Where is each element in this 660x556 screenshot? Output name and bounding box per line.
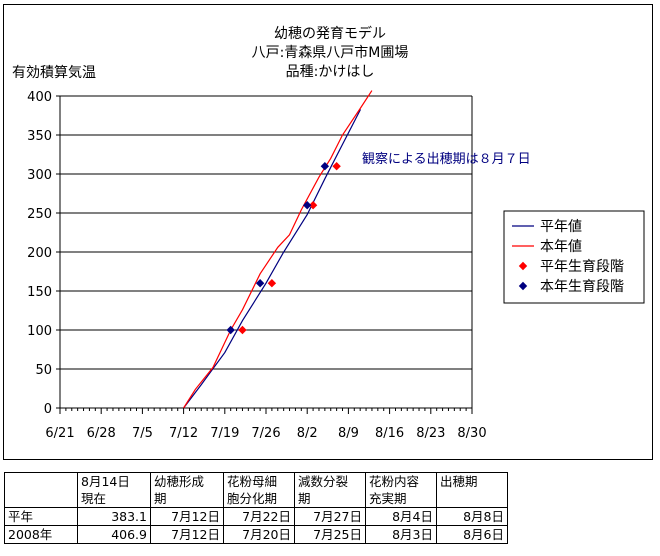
y-tick-label: 350 <box>27 129 52 144</box>
legend-label: 本年生育段階 <box>540 279 624 295</box>
table-row: 2008年 406.9 7月12日 7月20日 7月25日 8月3日 8月6日 <box>4 525 508 544</box>
axes: 0 50 100 150 200 250 300 350 400 6/21 6/28 7/5 7/12 7… <box>27 90 486 441</box>
table-cell: 383.1 <box>77 507 151 526</box>
x-tick-label: 8/16 <box>375 426 404 441</box>
y-axis-label: 有効積算気温 <box>12 65 96 81</box>
data-point-marker <box>267 279 277 288</box>
header-cell-1: 8月14日 現在 <box>77 472 151 508</box>
title-line-1: 幼穂の発育モデル <box>274 25 386 42</box>
header-line: 8月14日 <box>81 474 130 489</box>
y-tick-label: 150 <box>27 285 52 300</box>
data-point-marker <box>308 201 318 210</box>
x-tick-label: 8/30 <box>457 426 486 441</box>
x-tick-label: 8/9 <box>338 426 359 441</box>
heading-annotation: 観察による出穂期は８月７日 <box>362 152 531 167</box>
header-line: 胞分化期 <box>227 491 278 506</box>
series-line-1 <box>183 90 373 409</box>
data-point-marker <box>332 162 341 171</box>
x-tick-label: 6/21 <box>45 426 74 441</box>
y-tick-label: 100 <box>27 324 52 339</box>
header-line: 期 <box>154 491 167 506</box>
table-cell: 8月6日 <box>436 525 508 544</box>
series <box>183 90 373 409</box>
header-line: 花粉内容 <box>369 474 420 489</box>
x-tick-label: 7/5 <box>132 426 153 441</box>
data-point-marker <box>320 162 330 171</box>
y-tick-label: 0 <box>44 402 52 417</box>
table-cell: 8月8日 <box>436 507 508 526</box>
header-line: 減数分裂 <box>298 474 349 489</box>
x-tick-label: 7/19 <box>210 426 239 441</box>
table-cell: 8月4日 <box>365 507 437 526</box>
summary-table: 8月14日 現在 幼穂形成 期 花粉母細 胞分化期 減数分裂 期 花粉内容 充実… <box>4 472 508 544</box>
header-line: 充実期 <box>369 491 407 506</box>
data-point-marker <box>226 325 235 335</box>
chart-frame: 幼穂の発育モデル 八戸:青森県八戸市M圃場 品種:かけはし 有効積算気温 0 50… <box>3 4 653 460</box>
x-tick-label: 6/28 <box>87 426 116 441</box>
x-tick-label: 8/23 <box>416 426 445 441</box>
table-cell: 406.9 <box>77 525 151 544</box>
header-cell-0 <box>4 472 78 508</box>
legend-label: 平年生育段階 <box>540 259 624 275</box>
header-cell-4: 減数分裂 期 <box>294 472 366 508</box>
table-cell: 8月3日 <box>365 525 437 544</box>
data-point-marker <box>303 201 312 210</box>
x-tick-label: 8/2 <box>297 426 318 441</box>
gridlines <box>60 95 472 370</box>
chart-svg: 幼穂の発育モデル 八戸:青森県八戸市M圃場 品種:かけはし 有効積算気温 0 50… <box>12 25 645 441</box>
table-cell: 7月27日 <box>294 507 366 526</box>
table-row: 平年 383.1 7月12日 7月22日 7月27日 8月4日 8月8日 <box>4 507 508 526</box>
row-label: 2008年 <box>4 525 78 544</box>
y-tick-label: 250 <box>27 207 52 222</box>
x-tick-label: 7/12 <box>169 426 198 441</box>
series-line-0 <box>183 109 361 409</box>
header-cell-3: 花粉母細 胞分化期 <box>223 472 295 508</box>
title-line-2: 八戸:青森県八戸市M圃場 <box>252 44 409 61</box>
legend-swatch-marker <box>518 281 528 291</box>
header-line: 現在 <box>81 491 107 506</box>
table-cell: 7月25日 <box>294 525 366 544</box>
legend-swatch-marker <box>518 261 528 271</box>
x-tick-label: 7/26 <box>251 426 280 441</box>
y-tick-label: 200 <box>27 246 52 261</box>
header-cell-6: 出穂期 <box>436 472 508 508</box>
chart-title: 幼穂の発育モデル 八戸:青森県八戸市M圃場 品種:かけはし <box>252 25 409 80</box>
header-line: 期 <box>298 491 311 506</box>
title-line-3: 品種:かけはし <box>286 64 375 80</box>
table-cell: 7月12日 <box>150 525 224 544</box>
header-line: 幼穂形成 <box>154 474 205 489</box>
header-line: 出穂期 <box>440 474 478 489</box>
y-tick-label: 400 <box>27 90 52 105</box>
header-cell-2: 幼穂形成 期 <box>150 472 224 508</box>
table-cell: 7月12日 <box>150 507 224 526</box>
header-cell-5: 花粉内容 充実期 <box>365 472 437 508</box>
legend-label: 本年値 <box>540 239 582 255</box>
row-label: 平年 <box>4 507 78 526</box>
header-line: 花粉母細 <box>227 474 278 489</box>
y-tick-label: 300 <box>27 168 52 183</box>
legend-label: 平年値 <box>540 219 582 235</box>
table-cell: 7月22日 <box>223 507 295 526</box>
table-header-row: 8月14日 現在 幼穂形成 期 花粉母細 胞分化期 減数分裂 期 花粉内容 充実… <box>4 472 508 508</box>
y-tick-label: 50 <box>35 363 52 378</box>
table-cell: 7月20日 <box>223 525 295 544</box>
data-point-marker <box>238 325 247 335</box>
